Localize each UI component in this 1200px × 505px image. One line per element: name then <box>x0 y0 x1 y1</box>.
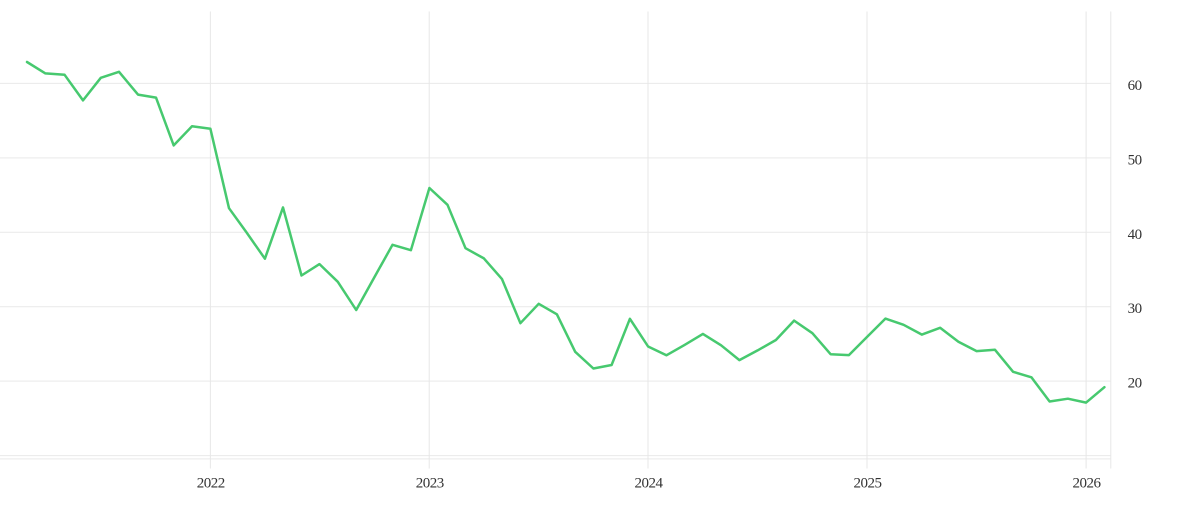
svg-text:2026: 2026 <box>1073 476 1102 492</box>
svg-text:60: 60 <box>1128 78 1142 94</box>
svg-text:40: 40 <box>1128 227 1142 243</box>
svg-text:2022: 2022 <box>197 476 225 492</box>
svg-text:2023: 2023 <box>416 476 444 492</box>
svg-text:30: 30 <box>1128 301 1142 317</box>
svg-text:2024: 2024 <box>635 476 664 492</box>
svg-text:20: 20 <box>1128 376 1142 392</box>
svg-text:50: 50 <box>1128 152 1142 168</box>
svg-text:2025: 2025 <box>854 476 882 492</box>
